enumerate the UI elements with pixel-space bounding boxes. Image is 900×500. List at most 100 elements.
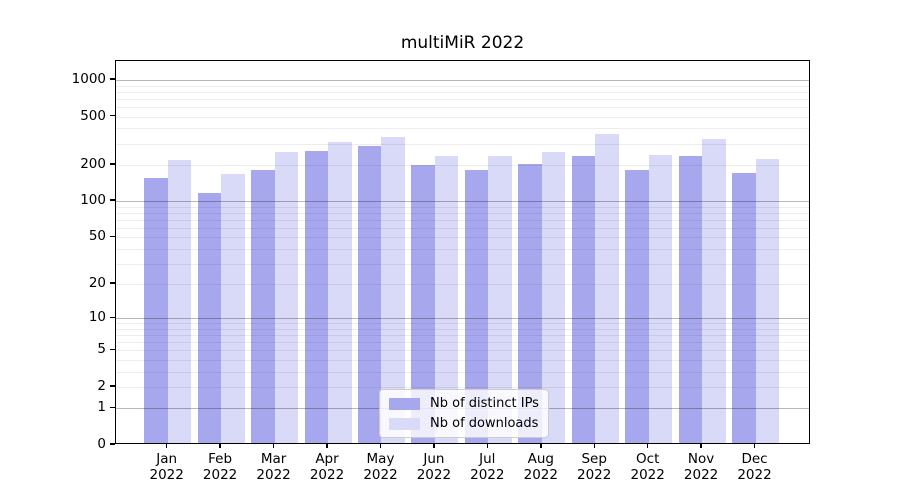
y-tick-label: 200: [80, 155, 106, 172]
bar-downloads-nov: [702, 138, 726, 443]
bar-downloads-may: [381, 136, 405, 443]
bar-downloads-aug: [541, 151, 566, 443]
y-tick-label: 500: [80, 107, 106, 124]
y-tick-label: 1000: [71, 71, 106, 87]
bar-downloads-apr: [328, 141, 352, 443]
x-tick-year: 2022: [470, 467, 505, 483]
x-tick-mark: [593, 444, 595, 448]
legend-item-distinct-ips: Nb of distinct IPs: [389, 396, 539, 411]
bar-downloads-jun: [434, 156, 459, 443]
x-tick-label: Jul 2022: [457, 451, 517, 483]
bar-downloads-jul: [488, 155, 512, 443]
bar-downloads-oct: [648, 154, 673, 443]
x-tick-label: Aug 2022: [511, 451, 571, 483]
y-tick-mark: [110, 348, 115, 351]
bar-distinct-ips-feb: [197, 192, 222, 443]
legend: Nb of distinct IPs Nb of downloads: [379, 389, 549, 438]
x-tick-mark: [753, 444, 756, 448]
x-tick-year: 2022: [683, 467, 719, 483]
x-tick-month: Jul: [479, 451, 496, 467]
x-tick-month: Jan: [156, 451, 178, 467]
x-tick-mark: [379, 444, 382, 448]
x-tick-label: Jan 2022: [137, 451, 197, 483]
x-tick-mark: [700, 444, 702, 448]
bar-distinct-ips-jan: [144, 177, 168, 443]
y-tick-label: 1: [97, 399, 106, 416]
bars-layer: [116, 61, 809, 443]
chart-title: multiMiR 2022: [400, 33, 525, 53]
bar-distinct-ips-jul: [464, 170, 489, 443]
x-tick-month: Jun: [423, 451, 445, 467]
bar-distinct-ips-jun: [411, 164, 435, 443]
x-tick-label: May 2022: [351, 451, 411, 483]
y-tick-label: 10: [88, 309, 106, 326]
x-tick-label: Sep 2022: [564, 451, 624, 483]
legend-item-downloads: Nb of downloads: [389, 416, 539, 431]
x-tick-year: 2022: [149, 467, 184, 483]
y-tick-mark: [110, 163, 115, 165]
bar-distinct-ips-mar: [251, 170, 275, 443]
bar-distinct-ips-aug: [518, 163, 542, 443]
y-tick-label: 100: [80, 192, 106, 209]
x-tick-year: 2022: [630, 467, 665, 483]
bar-downloads-mar: [274, 152, 299, 443]
x-tick-month: Sep: [581, 451, 607, 467]
y-tick-mark: [110, 385, 115, 387]
x-tick-year: 2022: [737, 467, 772, 483]
bar-distinct-ips-may: [357, 145, 382, 443]
x-tick-month: Feb: [208, 451, 233, 467]
x-tick-month: May: [366, 451, 395, 467]
x-tick-mark: [219, 444, 221, 448]
x-tick-month: Mar: [260, 451, 287, 467]
y-tick-mark: [110, 282, 115, 284]
x-tick-year: 2022: [309, 467, 345, 483]
x-tick-year: 2022: [577, 467, 612, 483]
bar-downloads-dec: [755, 158, 780, 443]
x-tick-month: Nov: [687, 451, 715, 467]
y-tick-mark: [110, 199, 115, 201]
x-tick-mark: [433, 444, 435, 448]
x-tick-mark: [272, 444, 275, 448]
bar-downloads-jan: [167, 159, 192, 443]
bar-distinct-ips-nov: [678, 155, 703, 443]
y-tick-label: 5: [97, 341, 106, 358]
bar-distinct-ips-oct: [625, 170, 649, 443]
x-tick-month: Dec: [741, 451, 768, 467]
x-tick-mark: [165, 444, 168, 448]
x-tick-label: Mar 2022: [244, 451, 304, 483]
y-tick-mark: [110, 78, 115, 80]
x-tick-mark: [486, 444, 489, 448]
bar-distinct-ips-sep: [571, 156, 596, 443]
x-tick-year: 2022: [363, 467, 398, 483]
bar-downloads-feb: [221, 173, 245, 443]
legend-swatch-downloads: [389, 417, 420, 430]
x-tick-label: Oct 2022: [618, 451, 678, 483]
x-tick-label: Nov 2022: [671, 451, 731, 483]
x-tick-label: Dec 2022: [725, 451, 785, 483]
plot-area: Nb of distinct IPs Nb of downloads: [115, 60, 810, 444]
x-tick-month: Apr: [315, 451, 339, 467]
y-tick-label: 2: [97, 378, 106, 394]
x-tick-label: Feb 2022: [190, 451, 250, 483]
x-tick-label: Apr 2022: [297, 451, 357, 483]
legend-label-distinct-ips: Nb of distinct IPs: [430, 396, 539, 411]
y-tick-mark: [110, 114, 115, 117]
x-tick-mark: [326, 444, 328, 448]
y-tick-label: 20: [88, 275, 106, 292]
legend-swatch-distinct-ips: [389, 397, 420, 410]
bar-distinct-ips-dec: [732, 172, 756, 443]
legend-label-downloads: Nb of downloads: [430, 416, 539, 431]
y-tick-mark: [110, 406, 115, 409]
y-tick-label: 0: [97, 436, 106, 452]
x-tick-year: 2022: [523, 467, 558, 483]
x-tick-month: Aug: [527, 451, 554, 467]
x-tick-month: Oct: [636, 451, 660, 467]
x-tick-year: 2022: [256, 467, 291, 483]
y-tick-label: 50: [88, 228, 106, 245]
y-tick-mark: [110, 443, 115, 445]
x-tick-mark: [646, 444, 649, 448]
y-tick-mark: [110, 316, 115, 319]
bar-downloads-sep: [595, 133, 619, 443]
bar-distinct-ips-apr: [304, 151, 329, 443]
